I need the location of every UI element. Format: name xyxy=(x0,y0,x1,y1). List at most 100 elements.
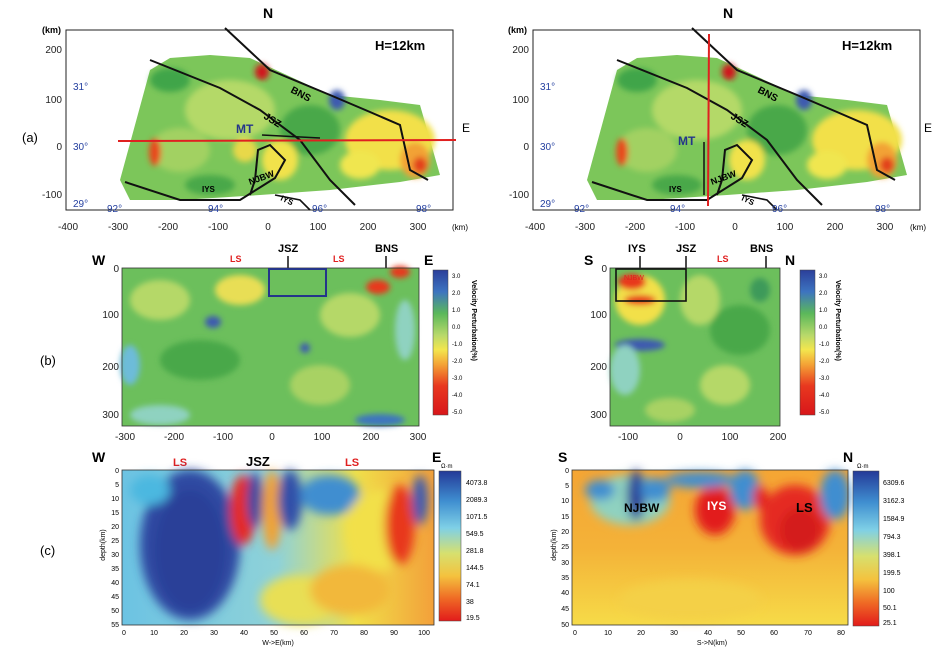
map-panel-right: N (km) H=12km xyxy=(508,5,932,233)
y-tick: 20 xyxy=(561,529,569,536)
label-iys: IYS xyxy=(202,185,216,194)
profile-line-sn xyxy=(707,33,710,207)
cb-tick: -1.0 xyxy=(819,342,830,348)
x-tick: 100 xyxy=(722,432,739,443)
profile-line-ew xyxy=(117,139,457,142)
top-label-jsz: JSZ xyxy=(676,243,696,255)
resistivity-heatmap xyxy=(571,469,850,626)
y-axis-label: depth(km) xyxy=(551,529,558,561)
lat-29: 29° xyxy=(540,199,555,210)
x-tick: 20 xyxy=(637,630,645,637)
velocity-map xyxy=(587,55,907,200)
x-tick: -100 xyxy=(208,222,228,233)
cb-tick: 199.5 xyxy=(883,570,901,577)
cb-tick: 1.0 xyxy=(819,308,828,314)
y-tick: 25 xyxy=(111,538,119,545)
y-tick: 40 xyxy=(561,590,569,597)
x-tick: 300 xyxy=(410,222,427,233)
lon-96: 96° xyxy=(312,204,327,215)
cb-tick: 6309.6 xyxy=(883,480,905,487)
y-ticks-a-right: 200 100 0 -100 xyxy=(509,45,529,201)
cb-tick: 794.3 xyxy=(883,534,901,541)
x-tick: 0 xyxy=(122,630,126,637)
x-tick: 10 xyxy=(604,630,612,637)
y-ticks-b-left: 0 100 200 300 xyxy=(102,264,119,421)
top-label-ls-2: LS xyxy=(345,457,359,469)
cb-tick: -2.0 xyxy=(819,359,830,365)
velocity-map xyxy=(120,55,440,200)
cb-tick: 19.5 xyxy=(466,615,480,622)
x-tick: 0 xyxy=(269,432,275,443)
top-label-iys: IYS xyxy=(628,243,646,255)
fault-njbw xyxy=(124,143,287,201)
y-tick: 100 xyxy=(45,95,62,106)
colorbar-b-left: 3.0 2.0 1.0 0.0 -1.0 -2.0 -3.0 -4.0 -5.0… xyxy=(432,269,477,416)
y-tick: -100 xyxy=(509,190,529,201)
cb-tick: 1.0 xyxy=(452,308,461,314)
y-tick: 200 xyxy=(45,45,62,56)
label-iys-2: IYS xyxy=(740,194,756,208)
cb-tick: 38 xyxy=(466,599,474,606)
east-label: E xyxy=(424,252,433,268)
east-label: E xyxy=(462,121,470,135)
x-tick: 20 xyxy=(180,630,188,637)
east-label: E xyxy=(432,449,441,465)
x-tick: 100 xyxy=(314,432,331,443)
top-label-jsz: JSZ xyxy=(246,454,270,469)
velocity-section-ew: W E LS JSZ LS BNS xyxy=(92,243,477,443)
lat-31: 31° xyxy=(73,82,88,93)
inner-label-njbw: NJBW xyxy=(624,275,644,282)
x-tick: 50 xyxy=(270,630,278,637)
cb-tick: 144.5 xyxy=(466,565,484,572)
y-tick: 0 xyxy=(565,468,569,475)
cb-tick: 50.1 xyxy=(883,605,897,612)
cb-tick: 74.1 xyxy=(466,582,480,589)
top-label-ls-2: LS xyxy=(333,254,345,264)
map-title: H=12km xyxy=(842,38,892,53)
y-tick: 0 xyxy=(523,142,529,153)
x-tick: 80 xyxy=(837,630,845,637)
lon-92: 92° xyxy=(574,204,589,215)
cb-tick: 2089.3 xyxy=(466,497,488,504)
x-tick: 30 xyxy=(670,630,678,637)
y-tick: 0 xyxy=(601,264,607,275)
y-ticks-c-right: 0 5 10 15 20 25 30 35 40 45 50 depth(km) xyxy=(551,468,569,629)
lon-92: 92° xyxy=(107,204,122,215)
cb-tick: -1.0 xyxy=(452,342,463,348)
cb-tick: 3.0 xyxy=(452,274,461,280)
x-ticks-a-left: -400 -300 -200 -100 0 100 200 300 (km) xyxy=(58,222,468,233)
y-tick: 35 xyxy=(561,575,569,582)
y-tick: 100 xyxy=(590,310,607,321)
x-tick: 200 xyxy=(363,432,380,443)
x-tick: 100 xyxy=(310,222,327,233)
x-tick: 0 xyxy=(677,432,683,443)
cb-tick: 281.8 xyxy=(466,548,484,555)
top-label-ls: LS xyxy=(717,254,729,264)
cb-tick: -4.0 xyxy=(452,393,463,399)
y-tick: 25 xyxy=(561,544,569,551)
fault-njbw xyxy=(591,143,754,201)
west-label: W xyxy=(92,449,106,465)
y-tick: 45 xyxy=(111,594,119,601)
cb-unit: Ω·m xyxy=(857,464,868,470)
resistivity-heatmap xyxy=(121,469,435,626)
cb-tick: 1071.5 xyxy=(466,514,488,521)
x-tick: 80 xyxy=(360,630,368,637)
y-ticks-c-left: 0 5 10 15 20 25 30 35 40 45 50 55 depth(… xyxy=(100,468,119,629)
y-tick: 5 xyxy=(115,482,119,489)
x-tick: -400 xyxy=(525,222,545,233)
x-tick: 100 xyxy=(777,222,794,233)
label-mt: MT xyxy=(236,122,254,136)
unit-label: (km) xyxy=(508,25,527,35)
y-tick: -100 xyxy=(42,190,62,201)
y-tick: 15 xyxy=(561,514,569,521)
x-tick: 300 xyxy=(877,222,894,233)
x-tick: 50 xyxy=(737,630,745,637)
cb-tick: 25.1 xyxy=(883,620,897,627)
velocity-heatmap xyxy=(120,266,420,427)
inner-label-ls: LS xyxy=(796,500,813,515)
y-tick: 40 xyxy=(111,580,119,587)
x-tick: -300 xyxy=(108,222,128,233)
x-axis-label: S->N(km) xyxy=(697,640,727,647)
cb-unit: Ω·m xyxy=(441,464,452,470)
